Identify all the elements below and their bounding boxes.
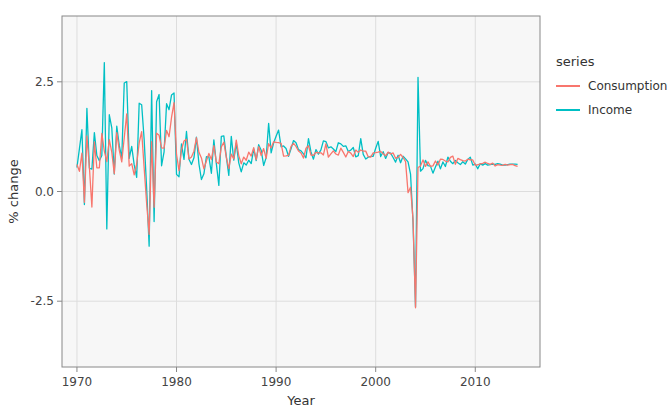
x-tick-label: 1990 bbox=[261, 375, 292, 389]
x-tick-label: 2000 bbox=[360, 375, 391, 389]
series-line bbox=[77, 63, 518, 307]
y-tick bbox=[57, 191, 62, 192]
x-tick bbox=[375, 367, 376, 372]
chart: 1970 1980 1990 2000 2010 -2.5 0.0 2.5 Year % chan… bbox=[0, 0, 672, 415]
y-grid-line bbox=[62, 81, 540, 82]
y-tick bbox=[57, 301, 62, 302]
legend-title: series bbox=[556, 54, 595, 69]
legend-label: Income bbox=[588, 103, 632, 117]
x-axis-label: Year bbox=[286, 393, 315, 408]
axes: 1970 1980 1990 2000 2010 -2.5 0.0 2.5 bbox=[31, 16, 540, 389]
y-tick bbox=[57, 81, 62, 82]
y-grid-line bbox=[62, 301, 540, 302]
x-tick bbox=[276, 367, 277, 372]
legend-swatch bbox=[556, 109, 580, 111]
grid bbox=[62, 16, 540, 367]
x-tick-label: 2010 bbox=[460, 375, 491, 389]
plot-frame bbox=[62, 16, 540, 367]
series-line bbox=[77, 103, 518, 308]
legend-swatch bbox=[556, 85, 580, 87]
legend: series Consumption Income bbox=[556, 54, 667, 117]
legend-label: Consumption bbox=[588, 79, 667, 93]
x-tick-label: 1970 bbox=[62, 375, 93, 389]
plot-background bbox=[62, 16, 540, 367]
y-axis-label: % change bbox=[6, 159, 21, 223]
series-lines bbox=[77, 63, 518, 308]
y-tick-label: 2.5 bbox=[35, 75, 54, 89]
y-tick-label: -2.5 bbox=[31, 294, 54, 308]
y-tick-label: 0.0 bbox=[35, 185, 54, 199]
x-tick-label: 1980 bbox=[161, 375, 192, 389]
x-tick bbox=[76, 367, 77, 372]
y-grid-line bbox=[62, 191, 540, 192]
x-tick bbox=[176, 367, 177, 372]
x-tick bbox=[475, 367, 476, 372]
